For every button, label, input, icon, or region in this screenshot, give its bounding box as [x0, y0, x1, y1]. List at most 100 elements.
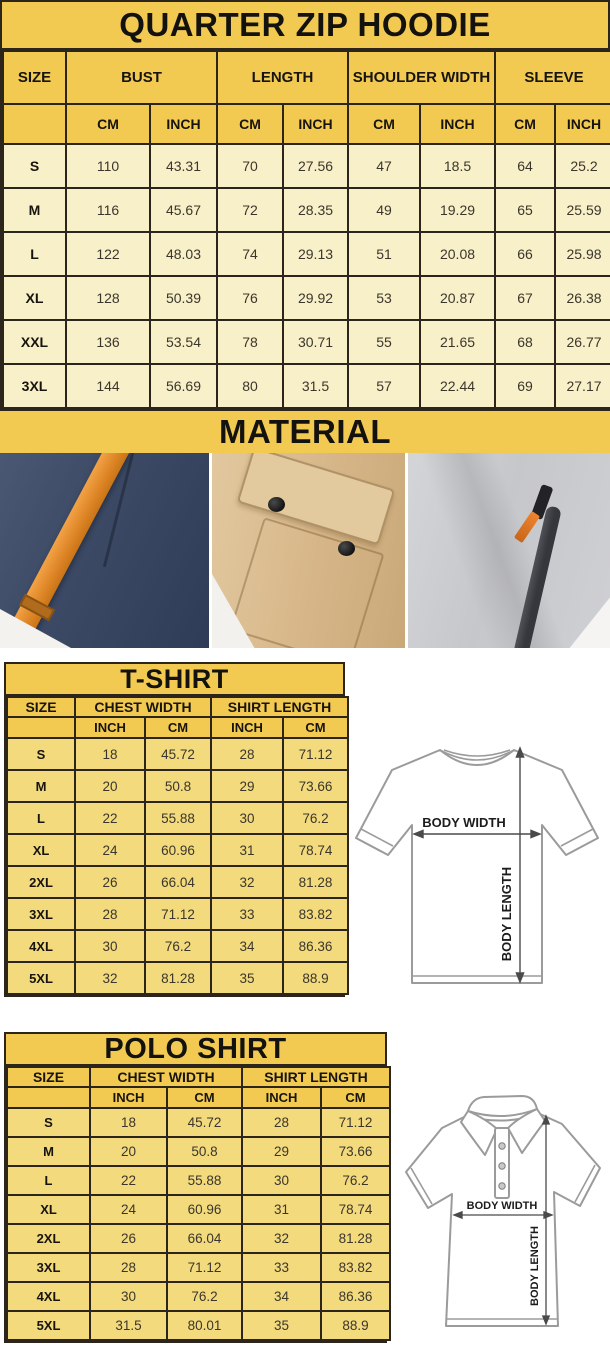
measurement-value: 33 [210, 897, 284, 931]
unit-header: INCH [281, 103, 350, 145]
material-photos [0, 453, 610, 648]
measurement-value: 33 [241, 1252, 322, 1283]
unit-header: CM [494, 103, 557, 145]
measurement-value: 29.13 [281, 231, 350, 277]
measurement-value: 21.65 [419, 319, 497, 365]
measurement-value: 76.2 [166, 1281, 243, 1312]
measurement-value: 20 [74, 769, 146, 803]
col-header-shirt-length: SHIRT LENGTH [209, 696, 350, 718]
tshirt-diagram: BODY WIDTH BODY LENGTH [355, 746, 599, 984]
measurement-value: 76.2 [319, 1165, 392, 1196]
table-row: S 18 45.72 28 71.12 [6, 1107, 392, 1138]
measurement-value: 28 [74, 897, 146, 931]
table-row: M 20 50.8 29 73.66 [6, 769, 350, 803]
measurement-value: 71.12 [281, 737, 350, 771]
measurement-value: 30 [210, 801, 284, 835]
measurement-value: 78.74 [281, 833, 350, 867]
measurement-value: 67 [494, 275, 557, 321]
measurement-value: 86.36 [319, 1281, 392, 1312]
size-label: 2XL [6, 865, 76, 899]
measurement-value: 83.82 [319, 1252, 392, 1283]
size-label: 3XL [2, 363, 67, 409]
size-label: S [2, 143, 67, 189]
table-row: L 122 48.03 74 29.13 51 20.08 66 25.98 [2, 231, 610, 277]
measurement-value: 122 [65, 231, 151, 277]
measurement-value: 20.87 [419, 275, 497, 321]
collar-rib-line [439, 749, 515, 761]
col-header-size: SIZE [6, 696, 76, 718]
measurement-value: 30 [241, 1165, 322, 1196]
hoodie-title: QUARTER ZIP HOODIE [2, 2, 608, 50]
tshirt-units-row: INCH CM INCH CM [6, 716, 350, 739]
size-label: XL [6, 833, 76, 867]
body-length-label: BODY LENGTH [529, 1226, 541, 1306]
measurement-value: 32 [210, 865, 284, 899]
polo-collar-back [467, 1095, 538, 1118]
measurement-value: 26.77 [554, 319, 610, 365]
measurement-value: 27.17 [554, 363, 610, 409]
unit-header: INCH [74, 716, 146, 739]
measurement-value: 51 [347, 231, 422, 277]
tshirt-outline [355, 749, 599, 984]
measurement-value: 31.5 [281, 363, 350, 409]
measurement-value: 28 [210, 737, 284, 771]
cuff-line [410, 1167, 433, 1205]
measurement-value: 81.28 [281, 865, 350, 899]
hoodie-units-row: CM INCH CM INCH CM INCH CM INCH [2, 103, 610, 145]
measurement-value: 80 [216, 363, 284, 409]
hoodie-size-table: SIZE BUST LENGTH SHOULDER WIDTH SLEEVE C… [2, 50, 610, 409]
measurement-value: 71.12 [319, 1107, 392, 1138]
measurement-value: 136 [65, 319, 151, 365]
measurement-value: 50.8 [166, 1136, 243, 1167]
measurement-value: 28.35 [281, 187, 350, 233]
measurement-value: 29.92 [281, 275, 350, 321]
col-header-size: SIZE [6, 1066, 91, 1088]
measurement-value: 69 [494, 363, 557, 409]
hoodie-size-chart-section: QUARTER ZIP HOODIE SIZE BUST LENGTH SHOU… [0, 0, 610, 411]
table-row: M 116 45.67 72 28.35 49 19.29 65 25.59 [2, 187, 610, 233]
measurement-value: 26.38 [554, 275, 610, 321]
table-row: 2XL 26 66.04 32 81.28 [6, 1223, 392, 1254]
measurement-value: 30 [89, 1281, 168, 1312]
measurement-value: 80.01 [166, 1310, 243, 1341]
unit-header: INCH [149, 103, 218, 145]
size-label: XXL [2, 319, 67, 365]
measurement-value: 76.2 [144, 929, 212, 963]
body-width-label: BODY WIDTH [422, 815, 506, 830]
measurement-value: 66.04 [166, 1223, 243, 1254]
measurement-value: 128 [65, 275, 151, 321]
size-label: XL [2, 275, 67, 321]
material-photo-navy-drawstring [0, 453, 209, 648]
measurement-value: 78 [216, 319, 284, 365]
col-header-blank [6, 716, 76, 739]
tshirt-table-block: T-SHIRT SIZE CHEST WIDTH SHIRT LENGTH IN… [4, 662, 350, 997]
table-row: L 22 55.88 30 76.2 [6, 1165, 392, 1196]
measurement-value: 45.67 [149, 187, 218, 233]
material-title: MATERIAL [0, 411, 610, 453]
size-label: 2XL [6, 1223, 91, 1254]
cuff-line [560, 828, 594, 847]
polo-header-row: SIZE CHEST WIDTH SHIRT LENGTH [6, 1066, 392, 1088]
size-label: XL [6, 1194, 91, 1225]
measurement-value: 73.66 [281, 769, 350, 803]
size-label: 4XL [6, 929, 76, 963]
measurement-value: 26 [74, 865, 146, 899]
measurement-value: 49 [347, 187, 422, 233]
measurement-value: 70 [216, 143, 284, 189]
measurement-value: 45.72 [166, 1107, 243, 1138]
polo-diagram: BODY WIDTH BODY LENGTH [405, 1095, 601, 1327]
body-width-label: BODY WIDTH [467, 1200, 538, 1212]
cuff-line [360, 828, 394, 847]
table-row: XXL 136 53.54 78 30.71 55 21.65 68 26.77 [2, 319, 610, 365]
measurement-value: 32 [241, 1223, 322, 1254]
measurement-value: 55.88 [144, 801, 212, 835]
measurement-value: 20 [89, 1136, 168, 1167]
polo-button [498, 1142, 506, 1150]
measurement-value: 60.96 [166, 1194, 243, 1225]
measurement-value: 81.28 [319, 1223, 392, 1254]
measurement-value: 31 [241, 1194, 322, 1225]
col-header-sleeve: SLEEVE [494, 50, 610, 105]
measurement-value: 19.29 [419, 187, 497, 233]
unit-header: INCH [419, 103, 497, 145]
polo-table-body: S 18 45.72 28 71.12 M 20 50.8 29 73.66 L 22 55.88 30 7… [6, 1107, 392, 1341]
